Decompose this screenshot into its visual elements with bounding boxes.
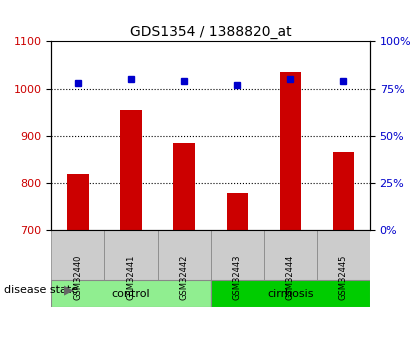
Bar — [67, 174, 88, 230]
Text: ▶: ▶ — [64, 283, 73, 296]
FancyBboxPatch shape — [157, 230, 210, 280]
Bar — [173, 143, 195, 230]
Bar — [226, 194, 248, 230]
Bar — [279, 72, 301, 230]
FancyBboxPatch shape — [51, 280, 210, 307]
Text: GSM32444: GSM32444 — [286, 255, 295, 300]
Text: GSM32443: GSM32443 — [233, 255, 242, 300]
FancyBboxPatch shape — [51, 230, 104, 280]
Bar — [333, 152, 354, 230]
Text: cirrhosis: cirrhosis — [267, 289, 314, 299]
Title: GDS1354 / 1388820_at: GDS1354 / 1388820_at — [130, 25, 291, 39]
FancyBboxPatch shape — [104, 230, 157, 280]
Text: GSM32445: GSM32445 — [339, 255, 348, 300]
Text: control: control — [112, 289, 150, 299]
FancyBboxPatch shape — [317, 230, 370, 280]
Text: GSM32441: GSM32441 — [127, 255, 136, 300]
Bar — [120, 110, 142, 230]
FancyBboxPatch shape — [210, 280, 370, 307]
Text: GSM32442: GSM32442 — [180, 255, 189, 300]
FancyBboxPatch shape — [210, 230, 264, 280]
Text: GSM32440: GSM32440 — [74, 255, 83, 300]
FancyBboxPatch shape — [264, 230, 317, 280]
Text: disease state: disease state — [4, 285, 78, 295]
